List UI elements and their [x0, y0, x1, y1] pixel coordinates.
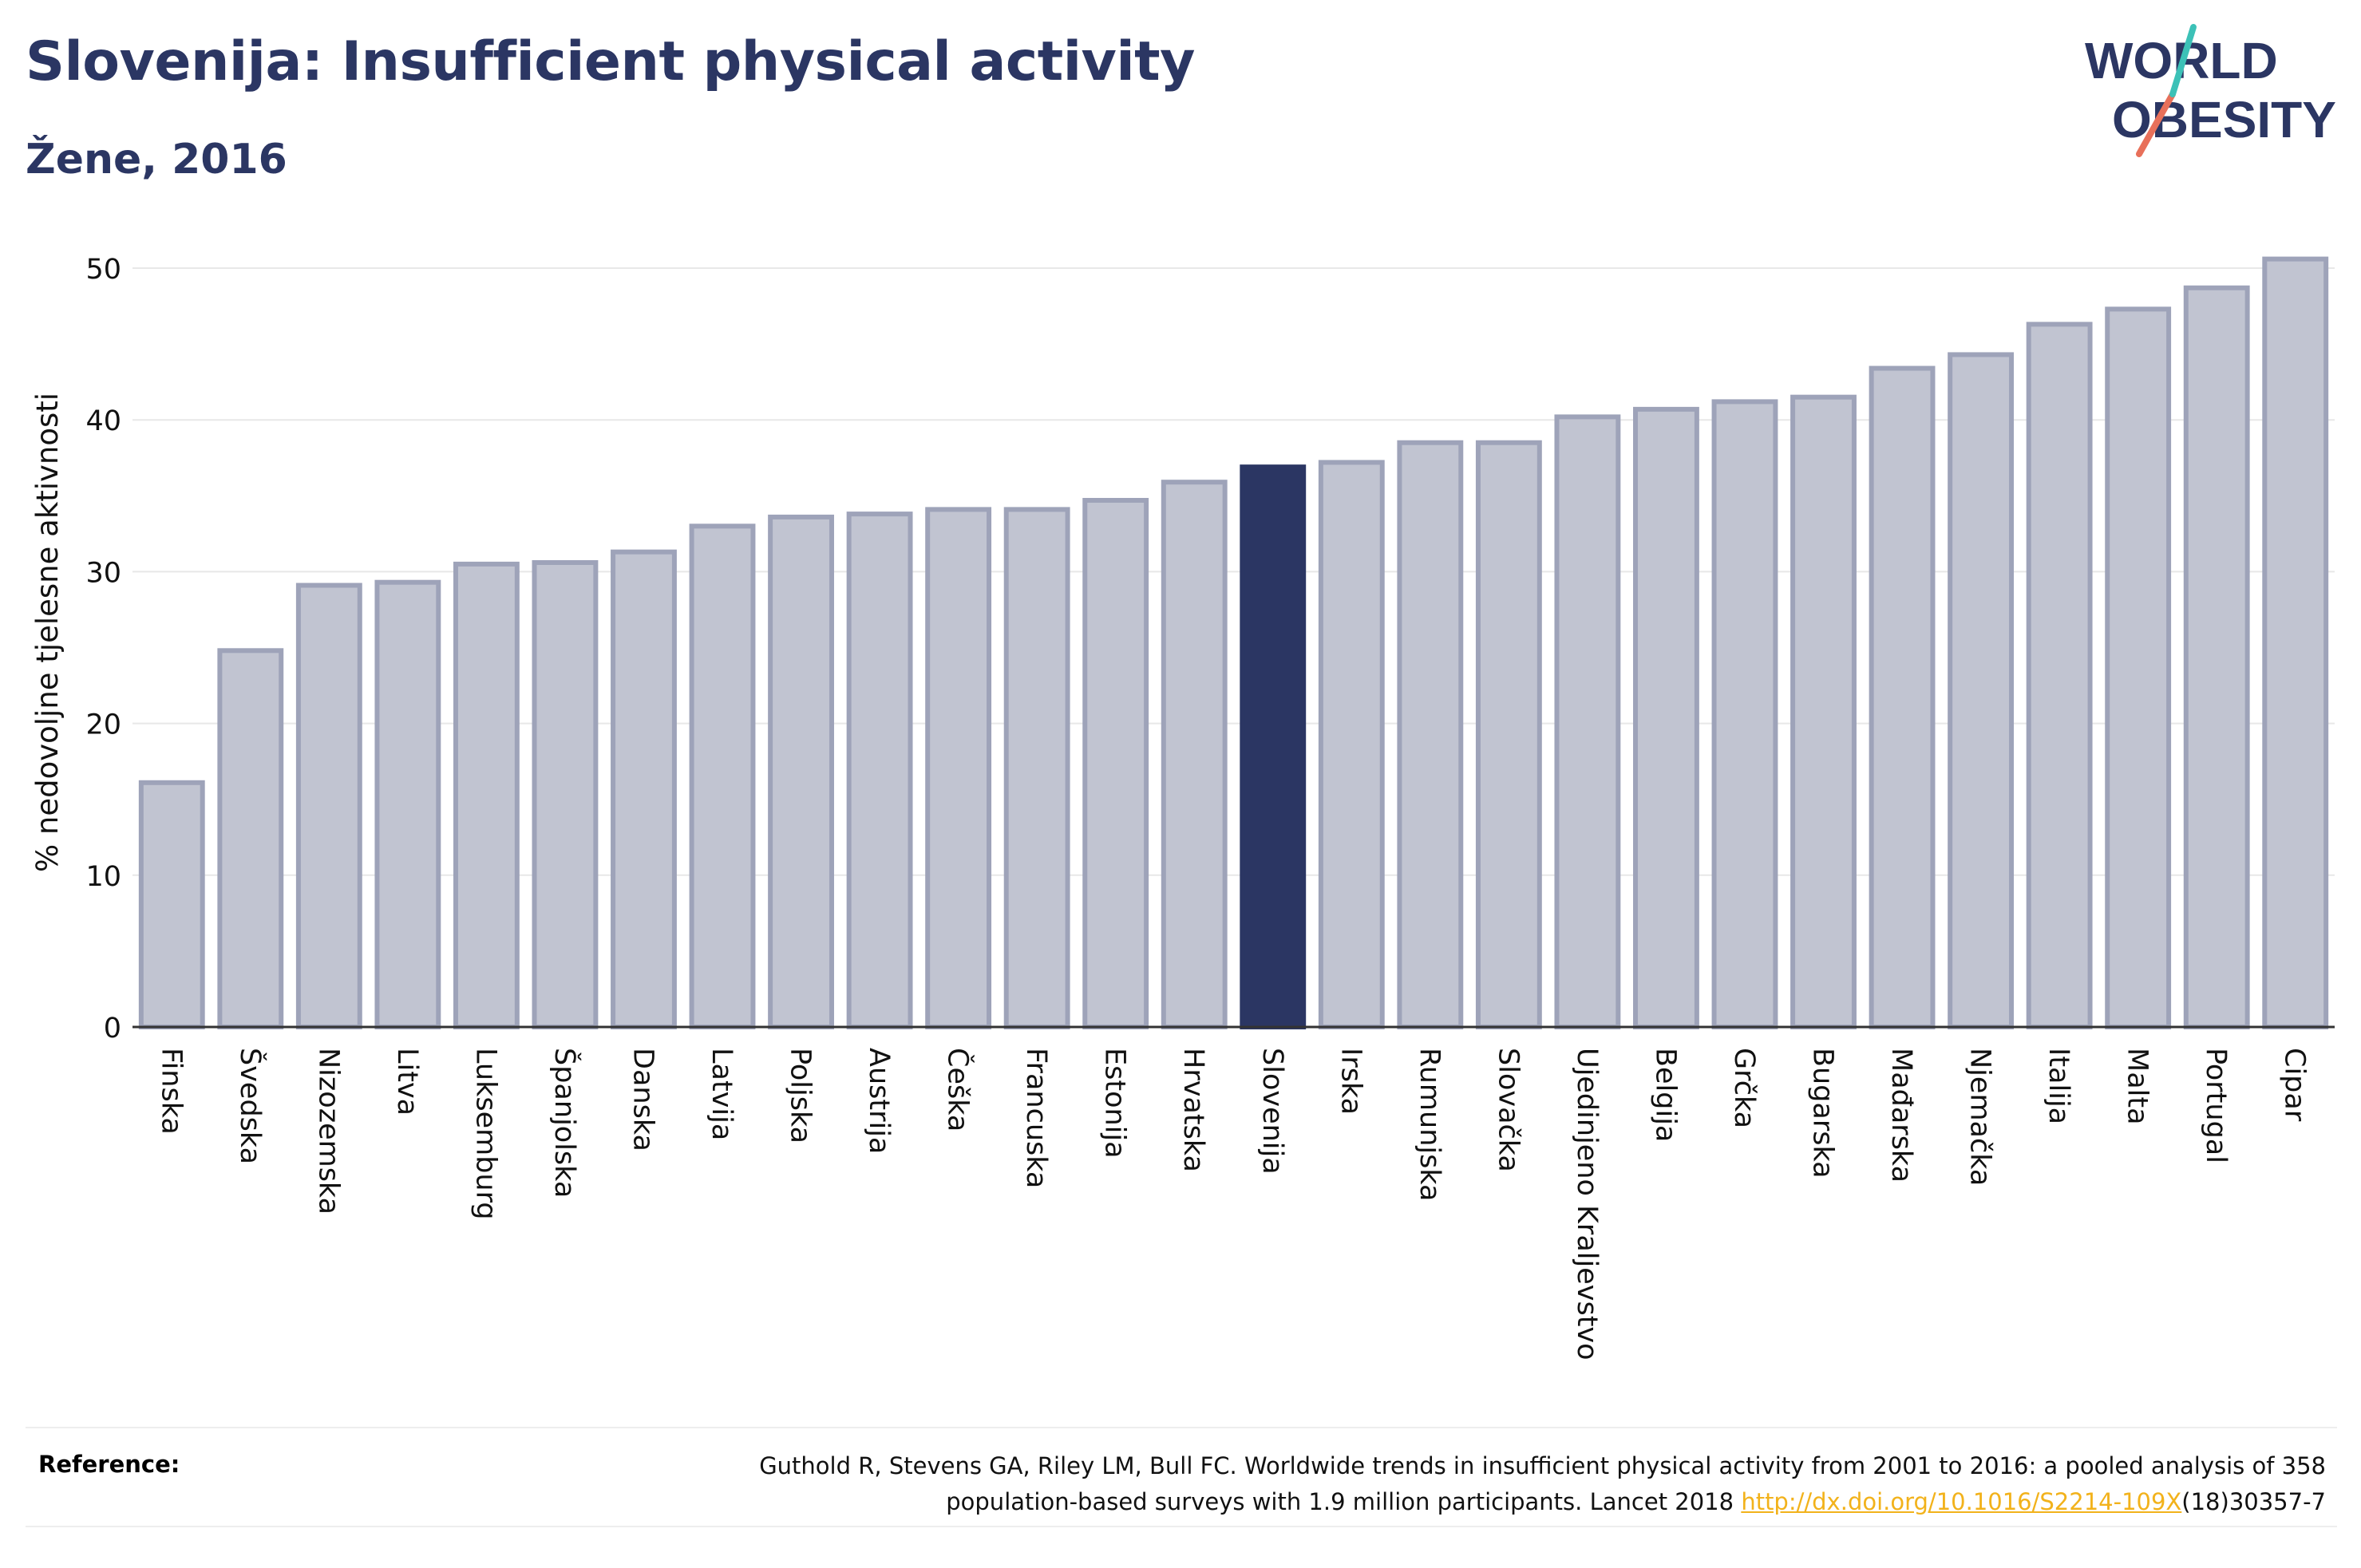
bar-Italija [2026, 322, 2093, 1029]
x-tick-label: Italija [2043, 1048, 2074, 1124]
reference-line2-end: (18)30357-7 [2181, 1488, 2326, 1515]
bar-Nizozemska [295, 583, 362, 1029]
x-tick-label: Finska [155, 1048, 187, 1135]
bar-Češka [925, 507, 992, 1029]
x-tick-label: Cipar [2279, 1048, 2311, 1122]
bar-Mađarska [1869, 365, 1936, 1030]
bar-Bugarska [1790, 394, 1857, 1030]
bar-Ujedinjeno Kraljevstvo [1554, 414, 1621, 1029]
reference-line1: Guthold R, Stevens GA, Riley LM, Bull FC… [759, 1452, 2326, 1479]
y-tick-label: 0 [104, 1013, 121, 1045]
reference-line2: population-based surveys with 1.9 millio… [946, 1488, 1742, 1515]
bar-Danska [611, 549, 677, 1029]
reference-label: Reference: [38, 1451, 180, 1478]
bar-Hrvatska [1161, 480, 1228, 1029]
x-tick-label: Nizozemska [312, 1048, 344, 1215]
bar-Estonija [1082, 498, 1149, 1029]
y-axis-label: % nedovoljne tjelesne aktivnosti [30, 393, 65, 872]
bar-Švedska [217, 648, 284, 1030]
x-tick-label: Grčka [1728, 1048, 1760, 1128]
x-tick-label: Malta [2122, 1048, 2153, 1125]
chart-title: Slovenija: Insufficient physical activit… [26, 30, 1195, 93]
x-tick-label: Rumunjska [1414, 1048, 1445, 1201]
reference-divider-top [26, 1427, 2337, 1428]
x-tick-label: Estonija [1099, 1048, 1131, 1159]
x-tick-label: Irska [1335, 1048, 1366, 1115]
x-tick-label: Portugal [2200, 1048, 2232, 1163]
bar-Litva [374, 579, 441, 1029]
x-tick-label: Poljska [785, 1048, 817, 1143]
y-tick-label: 50 [85, 254, 121, 286]
x-tick-label: Slovenija [1256, 1048, 1288, 1175]
x-tick-label: Njemačka [1964, 1048, 1996, 1186]
bar-Slovenija [1240, 464, 1307, 1029]
bar-chart: 0 10 20 30 40 50 Finska Švedska Nizozemska Litva… [30, 254, 2335, 1361]
x-tick-label: Luksemburg [469, 1048, 501, 1220]
x-tick-label: Bugarska [1807, 1048, 1839, 1179]
bar-Austrija [846, 511, 913, 1029]
bar-Njemačka [1948, 352, 2015, 1029]
x-tick-label: Belgija [1649, 1048, 1681, 1142]
bar-Grčka [1711, 399, 1778, 1030]
reference-text: Guthold R, Stevens GA, Riley LM, Bull FC… [490, 1448, 2326, 1520]
bar-Poljska [768, 514, 834, 1029]
bar-Portugal [2183, 285, 2250, 1029]
chart-subtitle: Žene, 2016 [26, 136, 287, 184]
bars [138, 256, 2329, 1030]
x-tick-label: Mađarska [1885, 1048, 1917, 1183]
bar-Latvija [689, 523, 756, 1029]
bar-Cipar [2262, 256, 2329, 1029]
x-tick-label: Ujedinjeno Kraljevstvo [1571, 1048, 1603, 1361]
reference-divider-bottom [26, 1526, 2337, 1527]
y-axis-ticks: 0 10 20 30 40 50 [85, 254, 121, 1045]
x-tick-label: Danska [627, 1048, 658, 1151]
logo-slash-red [2136, 91, 2176, 157]
bar-Irska [1318, 460, 1385, 1029]
x-tick-label: Češka [942, 1048, 975, 1132]
bar-Rumunjska [1397, 440, 1464, 1029]
x-tick-label: Latvija [706, 1048, 738, 1140]
bar-Malta [2105, 306, 2172, 1029]
x-tick-label: Španjolska [548, 1048, 582, 1198]
bar-Luksemburg [453, 561, 520, 1029]
x-tick-label: Švedska [234, 1048, 267, 1164]
y-tick-label: 20 [85, 709, 121, 741]
bar-Francuska [1003, 507, 1070, 1029]
bar-Finska [138, 780, 205, 1029]
x-tick-label: Francuska [1020, 1048, 1052, 1188]
x-tick-label: Austrija [863, 1048, 895, 1154]
x-axis-ticks: Finska Švedska Nizozemska Litva Luksemburg Šp… [155, 1048, 2310, 1361]
y-tick-label: 10 [85, 861, 121, 893]
y-tick-label: 40 [85, 405, 121, 437]
reference-doi-link[interactable]: http://dx.doi.org/10.1016/S2214-109X [1741, 1488, 2182, 1515]
bar-Španjolska [532, 559, 599, 1029]
bar-Slovačka [1475, 440, 1542, 1029]
world-obesity-logo: WORLD OBESITY [2085, 24, 2336, 157]
y-tick-label: 30 [85, 557, 121, 589]
x-tick-label: Hrvatska [1177, 1048, 1209, 1172]
logo-slash-teal [2169, 24, 2197, 97]
x-tick-label: Slovačka [1492, 1048, 1524, 1172]
x-tick-label: Litva [391, 1048, 423, 1116]
bar-Belgija [1633, 406, 1699, 1029]
